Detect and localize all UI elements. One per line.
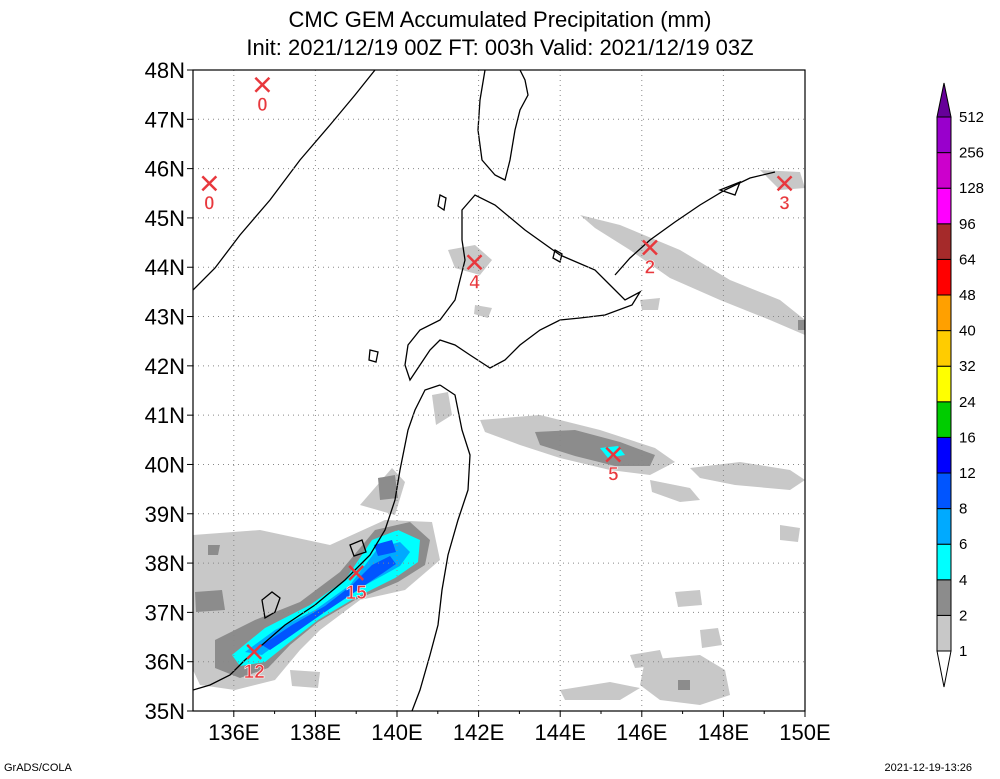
legend-swatch	[936, 294, 952, 332]
legend-level-label: 24	[959, 394, 976, 411]
legend-level-label: 1	[959, 643, 967, 660]
station-x-mark	[605, 446, 622, 463]
lon-tick-label: 150E	[779, 720, 830, 745]
station-marker: 0	[254, 76, 271, 116]
legend-level-label: 16	[959, 429, 976, 446]
lat-tick-label: 43N	[145, 305, 185, 330]
station-value: 4	[469, 272, 480, 293]
lat-tick-label: 36N	[145, 650, 185, 675]
legend-swatch	[936, 508, 952, 545]
lon-tick-label: 140E	[371, 720, 422, 745]
station-value: 0	[257, 95, 268, 116]
station-markers: 0 0 4 2 3 5 15 12	[201, 76, 793, 683]
legend-level-label: 256	[959, 145, 984, 162]
legend-level-label: 64	[959, 251, 976, 268]
station-marker: 2	[642, 239, 658, 279]
legend-level-label: 2	[959, 607, 967, 624]
lat-tick-label: 47N	[145, 107, 185, 132]
lat-tick-label: 44N	[145, 255, 185, 280]
map-field	[193, 70, 805, 711]
legend-swatch	[936, 579, 952, 616]
station-value: 5	[608, 465, 619, 486]
station-x-mark	[254, 76, 271, 93]
lat-tick-label: 46N	[145, 157, 185, 182]
lat-tick-label: 48N	[145, 58, 185, 83]
lat-tick-label: 39N	[145, 502, 185, 527]
lat-tick-label: 38N	[145, 551, 185, 576]
coastlines	[193, 70, 776, 711]
legend-level-label: 48	[959, 287, 976, 304]
legend-level-label: 12	[959, 465, 976, 482]
station-marker: 12	[243, 643, 265, 683]
software-credit: GrADS/COLA	[4, 762, 72, 774]
station-marker: 4	[466, 254, 483, 294]
legend-underflow-triangle	[936, 650, 952, 688]
legend-swatch	[936, 614, 952, 652]
station-x-mark	[246, 643, 263, 660]
station-value: 3	[779, 193, 790, 214]
legend-swatch	[936, 436, 952, 474]
station-value: 12	[244, 662, 265, 683]
station-x-mark	[348, 565, 365, 581]
lat-tick-label: 37N	[145, 600, 185, 625]
legend-swatch	[936, 152, 952, 189]
station-x-mark	[466, 254, 483, 271]
lon-tick-label: 142E	[453, 720, 504, 745]
legend-swatch	[936, 116, 952, 154]
lat-tick-label: 35N	[145, 699, 185, 724]
station-x-mark	[201, 175, 218, 192]
map-frame	[192, 69, 806, 712]
legend-swatch	[936, 472, 952, 510]
legend-level-label: 128	[959, 180, 984, 197]
station-x-mark	[642, 239, 658, 256]
precip-shading	[193, 170, 805, 705]
chart-subtitle: Init: 2021/12/19 00Z FT: 003h Valid: 202…	[246, 35, 754, 60]
lat-tick-label: 40N	[145, 452, 185, 477]
station-value: 2	[645, 258, 656, 279]
lat-tick-label: 45N	[145, 206, 185, 231]
legend-swatch	[936, 365, 952, 403]
lon-tick-label: 144E	[535, 720, 586, 745]
legend-overflow-triangle	[936, 82, 952, 118]
lat-tick-label: 42N	[145, 354, 185, 379]
station-marker: 3	[776, 175, 793, 215]
station-value: 15	[346, 583, 368, 604]
legend-swatch	[936, 258, 952, 296]
lon-tick-label: 146E	[616, 720, 667, 745]
legend-level-label: 6	[959, 536, 967, 553]
legend-level-label: 32	[959, 358, 976, 375]
lon-tick-label: 148E	[698, 720, 749, 745]
chart-title: CMC GEM Accumulated Precipitation (mm)	[288, 7, 712, 32]
legend-level-label: 40	[959, 323, 976, 340]
legend-swatch	[936, 223, 952, 260]
station-value: 0	[204, 193, 215, 214]
legend-level-label: 512	[959, 109, 984, 126]
station-marker: 5	[605, 446, 622, 486]
lat-tick-label: 41N	[145, 403, 185, 428]
legend-level-label: 4	[959, 572, 967, 589]
legend-swatch	[936, 543, 952, 581]
station-marker: 15	[345, 565, 368, 604]
map-axes: 35N 36N 37N 38N 39N 40N 41N 42N 43N 44N 45N 46N 47N 4…	[145, 58, 831, 745]
legend-level-label: 8	[959, 501, 967, 518]
legend-level-label: 96	[959, 216, 976, 233]
lon-tick-label: 136E	[208, 720, 259, 745]
lon-tick-label: 138E	[290, 720, 341, 745]
legend-swatch	[936, 187, 952, 225]
render-timestamp: 2021-12-19-13:26	[884, 762, 972, 774]
legend-swatch	[936, 401, 952, 438]
legend-swatch	[936, 330, 952, 367]
station-marker: 0	[201, 175, 218, 215]
station-x-mark	[776, 175, 793, 192]
